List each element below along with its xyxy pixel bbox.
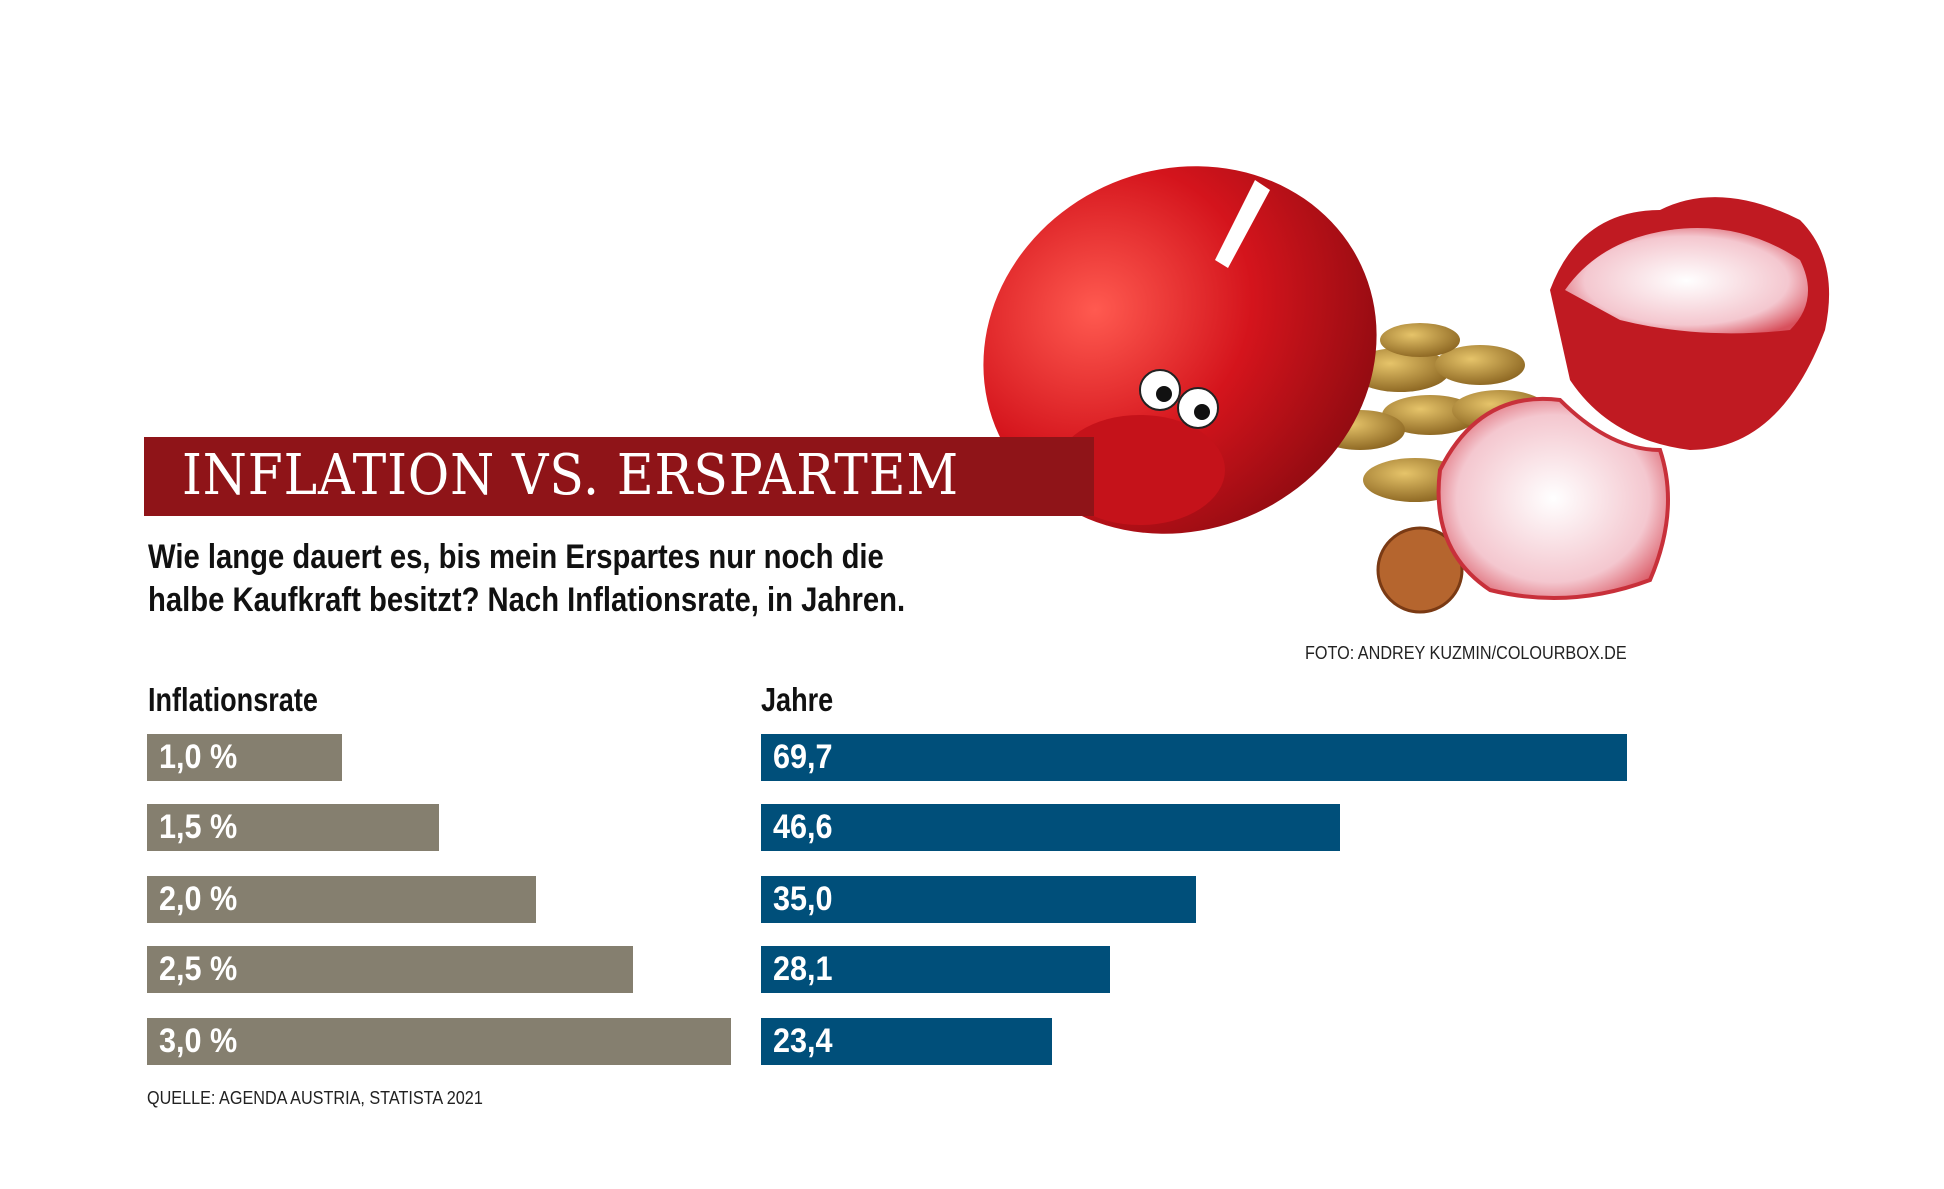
inflation-bar: 3,0 % xyxy=(147,1018,731,1065)
inflation-bar: 2,5 % xyxy=(147,946,634,993)
years-header: Jahre xyxy=(761,681,834,718)
years-bar-label: 28,1 xyxy=(773,950,833,988)
years-bar: 46,6 xyxy=(761,804,1340,851)
years-bar-label: 35,0 xyxy=(773,880,833,918)
years-bar: 35,0 xyxy=(761,876,1196,923)
years-bar-label: 23,4 xyxy=(773,1022,833,1060)
years-bar: 28,1 xyxy=(761,946,1110,993)
inflation-bar-label: 3,0 % xyxy=(159,1022,238,1060)
inflation-bar-label: 2,0 % xyxy=(159,880,238,918)
subtitle-line-1: Wie lange dauert es, bis mein Erspartes … xyxy=(148,538,884,576)
years-bar: 23,4 xyxy=(761,1018,1052,1065)
broken-shell-top xyxy=(1550,197,1830,450)
inflation-header: Inflationsrate xyxy=(148,681,318,718)
source-note: QUELLE: AGENDA AUSTRIA, STATISTA 2021 xyxy=(147,1088,483,1108)
subtitle-line-2: halbe Kaufkraft besitzt? Nach Inflations… xyxy=(148,581,906,619)
years-bar-label: 69,7 xyxy=(773,738,833,776)
broken-piggy-bank-photo xyxy=(983,166,1830,614)
photo-credit: FOTO: ANDREY KUZMIN/COLOURBOX.DE xyxy=(1305,643,1627,663)
inflation-bar: 1,5 % xyxy=(147,804,439,851)
inflation-bar-label: 2,5 % xyxy=(159,950,238,988)
chart-title: INFLATION VS. ERSPARTEM xyxy=(182,443,959,508)
inflation-bar: 1,0 % xyxy=(147,734,342,781)
years-bar: 69,7 xyxy=(761,734,1627,781)
inflation-bar-label: 1,0 % xyxy=(159,738,238,776)
inflation-bar: 2,0 % xyxy=(147,876,536,923)
piggy-bank xyxy=(983,166,1377,534)
inflation-bar-label: 1,5 % xyxy=(159,808,238,846)
years-bar-label: 46,6 xyxy=(773,808,833,846)
broken-shell-bottom xyxy=(1436,396,1670,600)
title-band xyxy=(144,437,1094,516)
